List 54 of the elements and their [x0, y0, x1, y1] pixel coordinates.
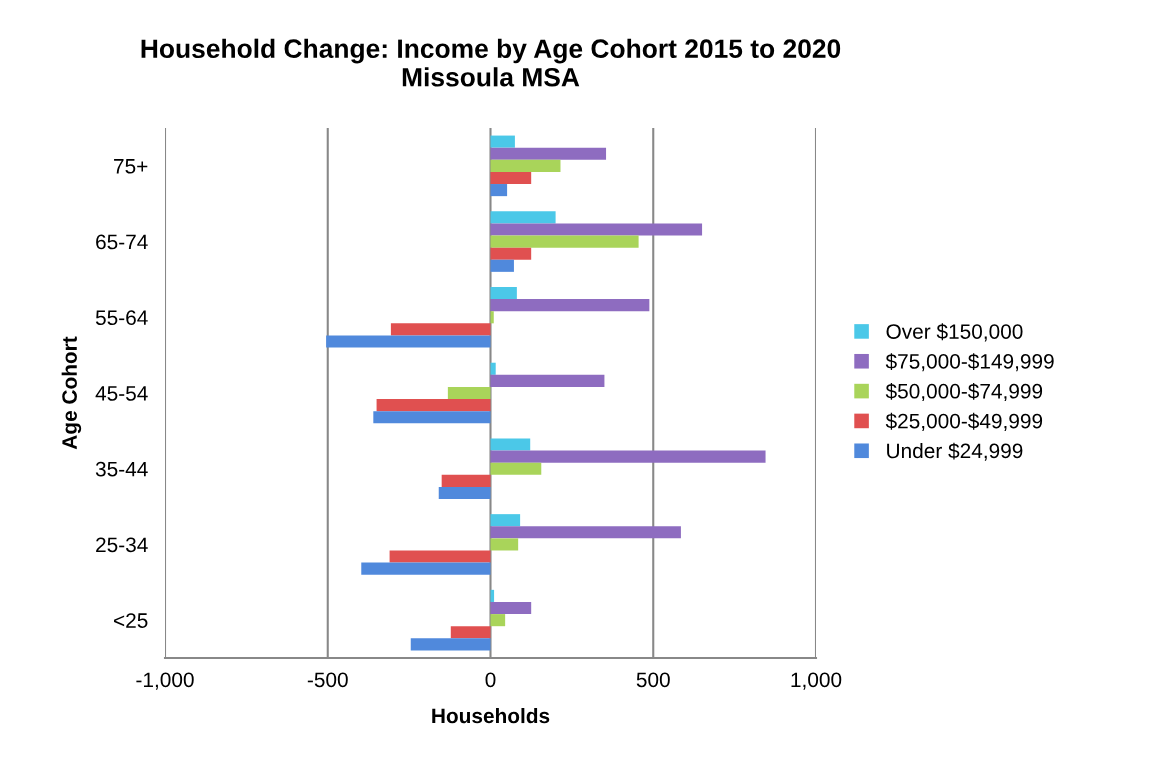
bar [490, 159, 561, 172]
legend-label: Under $24,999 [887, 442, 1023, 461]
bar [376, 399, 491, 412]
bar [490, 223, 703, 236]
y-tick-label: 25-34 [96, 537, 148, 553]
bar [490, 374, 605, 387]
x-axis-title: Households [432, 707, 550, 724]
bar [490, 287, 517, 300]
bar [390, 323, 491, 336]
x-tick-label: 0 [485, 672, 496, 688]
y-tick-label: 55-64 [95, 310, 148, 326]
bar [490, 171, 532, 185]
x-tick-label: -500 [307, 672, 348, 688]
legend-label: Over $150,000 [886, 323, 1023, 342]
bar [410, 638, 491, 651]
bar [450, 626, 491, 639]
bar [490, 614, 506, 627]
bar [490, 147, 607, 160]
x-tick-label: -1,000 [136, 672, 194, 690]
bar [490, 299, 650, 312]
bar [490, 438, 531, 451]
bar [490, 247, 532, 260]
y-tick-label: 45-54 [95, 386, 148, 401]
bar [490, 450, 766, 463]
bar [438, 486, 491, 499]
bar [490, 462, 542, 475]
bar [490, 211, 556, 224]
legend-label: $25,000-$49,999 [885, 412, 1043, 431]
y-tick-label: 75+ [114, 159, 148, 174]
bar [447, 386, 491, 400]
bar [490, 526, 681, 539]
y-tick-label: <25 [114, 613, 148, 628]
bar [490, 259, 514, 272]
bar [389, 550, 491, 563]
bar [373, 411, 491, 424]
bar [361, 562, 491, 575]
legend-label: $75,000-$149,999 [885, 353, 1054, 372]
y-tick-label: 35-44 [95, 461, 148, 477]
bar [490, 362, 496, 375]
bar [490, 184, 508, 197]
bar [490, 311, 494, 324]
y-axis-title: Age Cohort [61, 336, 82, 450]
chart-title: Household Change: Income by Age Cohort 2015 to 2020 Missoula MSA [141, 38, 841, 87]
bar [490, 538, 519, 551]
x-tick-label: 500 [636, 672, 670, 688]
bar [490, 235, 639, 248]
bar [326, 335, 491, 348]
bar [490, 135, 515, 148]
y-tick-label: 65-74 [96, 234, 148, 250]
bar [441, 474, 491, 487]
x-tick-label: 1,000 [791, 672, 842, 690]
bar [490, 514, 521, 527]
legend-label: $50,000-$74,999 [885, 382, 1043, 402]
bar [490, 601, 532, 615]
